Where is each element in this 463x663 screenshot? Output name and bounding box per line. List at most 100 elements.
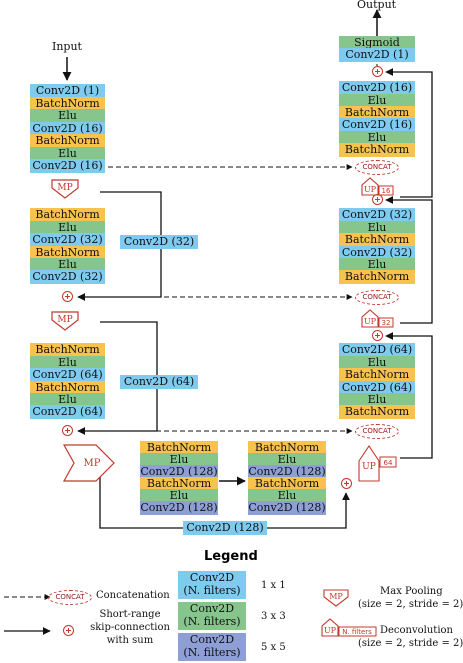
layer-conv: Conv2D (128) <box>248 465 326 479</box>
legend-title: Legend <box>204 549 258 564</box>
maxpool-label: MP <box>57 183 72 193</box>
layer-elu: Elu <box>339 393 415 407</box>
legend-kernel-5x5: 5 x 5 <box>261 642 286 653</box>
sum-icon <box>62 425 73 436</box>
layer-elu: Elu <box>248 489 326 503</box>
layer-elu: Elu <box>339 131 415 145</box>
legend-kernel-1x1: 1 x 1 <box>261 580 286 591</box>
layer-elu: Elu <box>339 94 415 108</box>
layer-batchnorm: BatchNorm <box>339 405 415 419</box>
layer-conv: Conv2D (64) <box>339 381 415 395</box>
layer-conv: Conv2D (32) <box>339 246 415 260</box>
layer-elu: Elu <box>30 258 105 272</box>
maxpool-icon: MP <box>323 589 349 607</box>
maxpool-label: MP <box>329 592 343 601</box>
layer-elu: Elu <box>30 356 105 370</box>
layer-batchnorm: BatchNorm <box>30 381 105 395</box>
legend-conv-text: (N. filters) <box>183 646 241 659</box>
layer-conv: Conv2D (128) <box>140 501 218 515</box>
layer-elu: Elu <box>140 453 218 467</box>
legend-skip-label: with sum <box>106 635 154 646</box>
legend-conv-text: Conv2D <box>189 602 235 615</box>
maxpool-label: MP <box>57 315 72 325</box>
upsample-label: UP <box>324 626 337 635</box>
layer-batchnorm: BatchNorm <box>248 477 326 491</box>
sum-icon <box>62 291 73 302</box>
layer-batchnorm: BatchNorm <box>140 441 218 455</box>
legend-concat-label: Concatenation <box>96 590 170 601</box>
sum-icon <box>63 625 74 636</box>
layer-batchnorm: BatchNorm <box>30 246 105 260</box>
legend-conv-text: Conv2D <box>189 571 235 584</box>
upsample-filters: 32 <box>382 319 391 327</box>
legend-deconv-params: (size = 2, stride = 2) <box>358 638 463 649</box>
sum-icon <box>341 478 352 489</box>
legend-deconv-label: Deconvolution <box>380 625 453 636</box>
layer-elu: Elu <box>339 221 415 235</box>
layer-conv: Conv2D (16) <box>30 122 105 136</box>
layer-batchnorm: BatchNorm <box>339 233 415 247</box>
upsample-label: UP <box>364 317 377 326</box>
layer-conv: Conv2D (64) <box>339 343 415 357</box>
sum-icon <box>372 330 383 341</box>
upsample-icon: UP N. filters <box>321 618 377 637</box>
legend-kernel-3x3: 3 x 3 <box>261 611 286 622</box>
layer-elu: Elu <box>30 393 105 407</box>
legend-skip-label: Short-range <box>99 609 161 620</box>
concat-icon: CONCAT <box>355 290 399 305</box>
layer-conv: Conv2D (32) <box>30 233 105 247</box>
layer-batchnorm: BatchNorm <box>339 143 415 157</box>
upsample-label: UP <box>362 462 376 472</box>
layer-elu: Elu <box>30 109 105 123</box>
layer-batchnorm: BatchNorm <box>339 368 415 382</box>
layer-batchnorm: BatchNorm <box>30 97 105 111</box>
layer-conv: Conv2D (1) <box>339 48 415 62</box>
layer-conv: Conv2D (32) <box>339 208 415 222</box>
legend-maxpool-label: Max Pooling <box>380 586 443 597</box>
layer-batchnorm: BatchNorm <box>339 270 415 284</box>
upsample-icon: UP 32 <box>361 309 394 328</box>
layer-elu: Elu <box>30 221 105 235</box>
layer-conv: Conv2D (64) <box>30 405 105 419</box>
upsample-icon: UP 16 <box>361 177 394 196</box>
upsample-filters: N. filters <box>342 628 372 636</box>
upsample-icon: UP 64 <box>358 445 397 482</box>
legend-maxpool-params: (size = 2, stride = 2) <box>358 599 463 610</box>
skip-conv-64: Conv2D (64) <box>120 375 198 389</box>
layer-conv: Conv2D (16) <box>339 118 415 132</box>
legend-conv-3x3: Conv2D (N. filters) <box>178 602 246 630</box>
layer-conv: Conv2D (16) <box>339 81 415 95</box>
layer-batchnorm: BatchNorm <box>140 477 218 491</box>
maxpool-icon: MP <box>51 311 79 331</box>
layer-batchnorm: BatchNorm <box>248 441 326 455</box>
skip-conv-128: Conv2D (128) <box>183 521 267 535</box>
layer-conv: Conv2D (128) <box>140 465 218 479</box>
legend-conv-5x5: Conv2D (N. filters) <box>178 633 246 661</box>
layer-elu: Elu <box>339 356 415 370</box>
output-label: Output <box>357 0 397 11</box>
legend-conv-text: Conv2D <box>189 633 235 646</box>
maxpool-icon: MP <box>62 444 115 482</box>
layer-batchnorm: BatchNorm <box>30 343 105 357</box>
upsample-filters: 64 <box>384 459 393 467</box>
input-label: Input <box>52 40 82 53</box>
layer-conv: Conv2D (1) <box>30 84 105 98</box>
layer-conv: Conv2D (32) <box>30 270 105 284</box>
maxpool-label: MP <box>84 458 101 469</box>
layer-conv: Conv2D (128) <box>248 501 326 515</box>
legend-skip-label: skip-connection <box>90 622 170 633</box>
maxpool-icon: MP <box>51 179 79 199</box>
layer-elu: Elu <box>248 453 326 467</box>
upsample-filters: 16 <box>382 187 391 195</box>
layer-batchnorm: BatchNorm <box>30 208 105 222</box>
concat-icon: CONCAT <box>355 160 399 175</box>
layer-conv: Conv2D (16) <box>30 159 105 173</box>
layer-batchnorm: BatchNorm <box>339 106 415 120</box>
layer-sigmoid: Sigmoid <box>339 36 415 50</box>
layer-elu: Elu <box>30 147 105 161</box>
layer-elu: Elu <box>140 489 218 503</box>
layer-elu: Elu <box>339 258 415 272</box>
skip-conv-32: Conv2D (32) <box>120 235 198 249</box>
sum-icon <box>372 66 383 77</box>
